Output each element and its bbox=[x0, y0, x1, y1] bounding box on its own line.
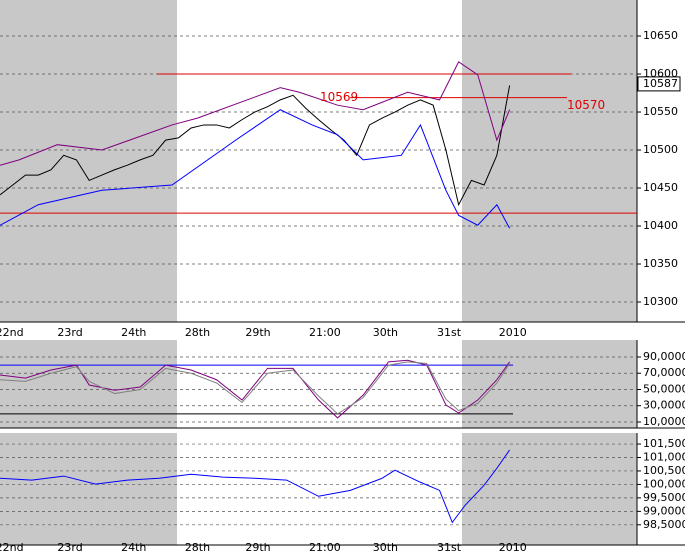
y-tick-label: 100,5000 bbox=[643, 464, 685, 477]
y-tick-label: 30,0000 bbox=[643, 399, 685, 412]
y-tick-label: 10650 bbox=[643, 29, 678, 42]
y-tick-label: 99,0000 bbox=[643, 504, 685, 517]
x-tick-label: 30th bbox=[373, 326, 398, 339]
y-tick-label: 101,5000 bbox=[643, 437, 685, 450]
series-line bbox=[0, 449, 511, 524]
x-tick-label: 31st bbox=[437, 541, 462, 554]
y-tick-label: 10300 bbox=[643, 295, 678, 308]
x-tick-label: 24th bbox=[121, 326, 146, 339]
x-tick-label: 23rd bbox=[57, 541, 82, 554]
y-tick-label: 10500 bbox=[643, 143, 678, 156]
x-tick-label: 2010 bbox=[499, 326, 527, 339]
y-tick-label: 101,0000 bbox=[643, 451, 685, 464]
series-line bbox=[0, 61, 511, 166]
x-tick-label: 21:00 bbox=[309, 541, 341, 554]
y-tick-label: 98,5000 bbox=[643, 518, 685, 531]
x-tick-label: 23rd bbox=[57, 326, 82, 339]
y-tick-label: 10450 bbox=[643, 181, 678, 194]
x-tick-label: 24th bbox=[121, 541, 146, 554]
y-tick-label: 10400 bbox=[643, 219, 678, 232]
series-line bbox=[0, 85, 511, 207]
x-tick-label: 31st bbox=[437, 326, 462, 339]
last-price-label: 10587 bbox=[643, 77, 678, 90]
series-line bbox=[0, 359, 511, 419]
y-tick-label: 90,0000 bbox=[643, 350, 685, 363]
level-label: 10569 bbox=[320, 90, 358, 104]
last-price-box bbox=[637, 76, 681, 92]
y-tick-label: 70,0000 bbox=[643, 366, 685, 379]
x-tick-label: 29th bbox=[245, 541, 270, 554]
session-shade bbox=[0, 0, 177, 322]
y-tick-label: 99,5000 bbox=[643, 491, 685, 504]
session-shade bbox=[462, 0, 637, 322]
session-shade bbox=[0, 433, 177, 545]
x-tick-label: 22nd bbox=[0, 326, 24, 339]
y-tick-label: 100,0000 bbox=[643, 477, 685, 490]
y-tick-label: 10350 bbox=[643, 257, 678, 270]
series-line bbox=[0, 109, 511, 229]
x-tick-label: 28th bbox=[185, 326, 210, 339]
x-tick-label: 21:00 bbox=[309, 326, 341, 339]
x-tick-label: 2010 bbox=[499, 541, 527, 554]
y-tick-label: 10,0000 bbox=[643, 415, 685, 428]
x-tick-label: 30th bbox=[373, 541, 398, 554]
y-tick-label: 10550 bbox=[643, 105, 678, 118]
x-tick-label: 22nd bbox=[0, 541, 24, 554]
x-tick-label: 29th bbox=[245, 326, 270, 339]
series-line bbox=[0, 361, 511, 415]
session-shade bbox=[462, 340, 637, 428]
session-shade bbox=[462, 433, 637, 545]
x-tick-label: 28th bbox=[185, 541, 210, 554]
y-tick-label: 50,0000 bbox=[643, 382, 685, 395]
level-label: 10570 bbox=[567, 98, 605, 112]
